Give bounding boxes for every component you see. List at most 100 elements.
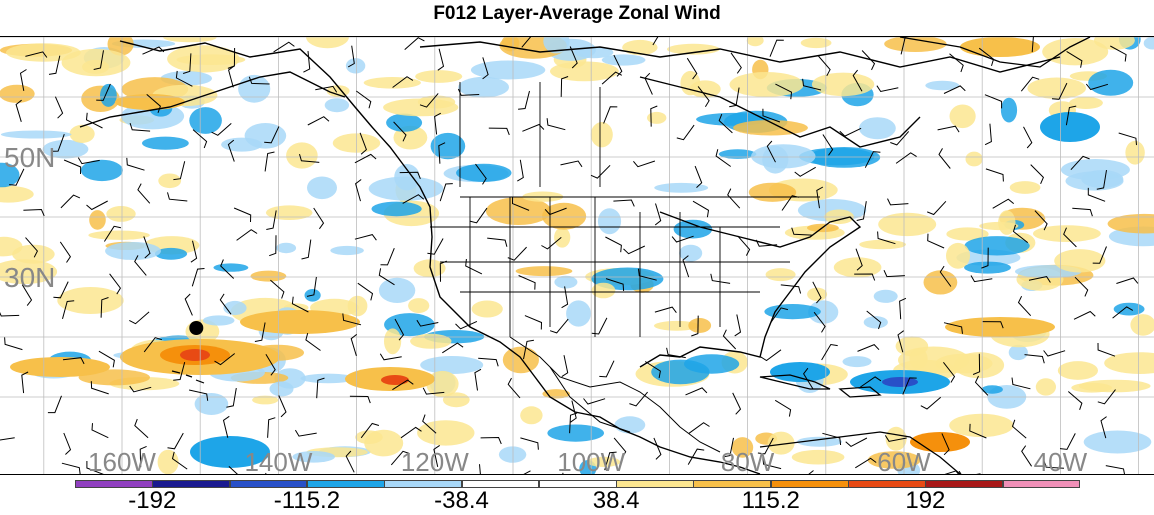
wind-contour-fill <box>417 420 475 446</box>
wind-barb <box>812 281 822 304</box>
wind-barb <box>85 112 103 129</box>
wind-barb <box>544 207 567 216</box>
wind-barb <box>816 186 824 209</box>
wind-barb <box>142 46 165 55</box>
wind-barb <box>854 273 876 281</box>
wind-barb <box>220 259 235 279</box>
wind-barb <box>524 315 543 330</box>
wind-contour-fill <box>679 244 703 262</box>
wind-barb <box>941 433 950 456</box>
wind-barb <box>802 367 814 390</box>
wind-barb <box>722 329 737 350</box>
wind-barb <box>569 412 578 434</box>
wind-barb <box>969 423 987 439</box>
wind-barb <box>561 286 569 309</box>
wind-barb <box>876 85 899 93</box>
wind-barb <box>729 87 740 108</box>
wind-barb <box>866 310 882 330</box>
wind-contour-fill <box>300 373 356 384</box>
wind-contour-core <box>240 310 360 334</box>
wind-barb <box>291 296 309 313</box>
wind-barb <box>860 376 882 388</box>
colorbar-tick-label: 115.2 <box>741 487 800 514</box>
colorbar-segment <box>461 480 540 488</box>
wind-barb <box>590 164 611 179</box>
wind-barb <box>727 188 741 209</box>
wind-contour-fill <box>324 98 350 113</box>
wind-barb <box>61 462 81 474</box>
wind-barb <box>342 313 362 326</box>
wind-contour-fill <box>1008 344 1028 361</box>
wind-contour-fill <box>1088 69 1134 96</box>
wind-barb <box>171 451 188 470</box>
wind-contour-fill <box>885 426 907 451</box>
wind-barb <box>175 70 193 87</box>
wind-barb <box>818 55 831 77</box>
wind-barb <box>378 268 395 286</box>
wind-barb <box>264 126 280 144</box>
wind-contour-core <box>960 37 1040 57</box>
wind-barb <box>488 127 510 136</box>
wind-barb <box>757 437 774 455</box>
wind-contour-fill <box>176 54 246 65</box>
wind-barb <box>345 450 355 473</box>
wind-contour-fill <box>458 76 509 98</box>
wind-contour-fill <box>859 239 906 250</box>
wind-contour-fill <box>364 429 404 457</box>
wind-contour-fill <box>471 300 503 318</box>
wind-barb <box>294 429 317 437</box>
wind-contour-fill <box>378 277 416 303</box>
wind-barb <box>248 76 270 85</box>
wind-contour-fill <box>154 247 188 260</box>
wind-barb <box>427 238 444 255</box>
wind-barb <box>762 108 781 123</box>
wind-contour-fill <box>386 113 423 132</box>
wind-contour-fill <box>368 176 444 201</box>
wind-contour-fill <box>873 289 898 303</box>
wind-contour-fill <box>833 257 882 278</box>
wind-barb <box>685 387 708 396</box>
wind-barb <box>437 48 445 71</box>
wind-barb <box>129 385 152 393</box>
colorbar-segment <box>384 480 463 488</box>
wind-barb <box>129 311 150 325</box>
wind-contour-fill <box>413 259 446 278</box>
wind-contour-fill <box>909 348 928 369</box>
wind-contour-core <box>190 436 270 468</box>
wind-barb <box>188 389 209 401</box>
wind-barb <box>653 437 662 460</box>
wind-barb <box>226 388 237 408</box>
wind-barb <box>307 116 330 126</box>
colorbar-tick-label: -38.4 <box>434 487 489 514</box>
wind-barb <box>522 123 545 132</box>
wind-barb <box>899 297 907 320</box>
wind-contour-fill <box>0 84 35 103</box>
wind-contour-fill <box>800 37 832 49</box>
wind-contour-fill <box>1083 430 1152 454</box>
wind-contour-fill <box>61 48 131 77</box>
wind-barb <box>316 377 325 399</box>
location-marker <box>189 321 204 335</box>
wind-contour-fill <box>1078 379 1151 393</box>
wind-contour-fill <box>965 151 983 167</box>
wind-barb <box>173 161 186 181</box>
wind-contour-fill <box>0 130 72 139</box>
wind-barb <box>984 94 1003 109</box>
wind-barb <box>520 437 539 450</box>
wind-contour-fill <box>884 37 947 52</box>
wind-contour-fill <box>221 137 263 152</box>
wind-barb <box>222 415 230 438</box>
wind-barb <box>393 121 407 142</box>
wind-contour-fill <box>157 449 179 474</box>
south-america-coast <box>759 431 961 474</box>
wind-barb <box>360 422 380 439</box>
wind-barb <box>402 194 425 204</box>
wind-barb <box>981 247 989 269</box>
wind-barb <box>173 361 186 381</box>
wind-barb <box>613 199 635 207</box>
wind-barb <box>546 118 566 131</box>
wind-contour-fill <box>286 142 318 169</box>
colorbar-tick-label: 38.4 <box>592 487 640 514</box>
map-canvas: 50N 30N 160W 140W 120W 100W 80W 60W 40W <box>0 37 1154 474</box>
wind-contour-fill <box>587 456 621 467</box>
